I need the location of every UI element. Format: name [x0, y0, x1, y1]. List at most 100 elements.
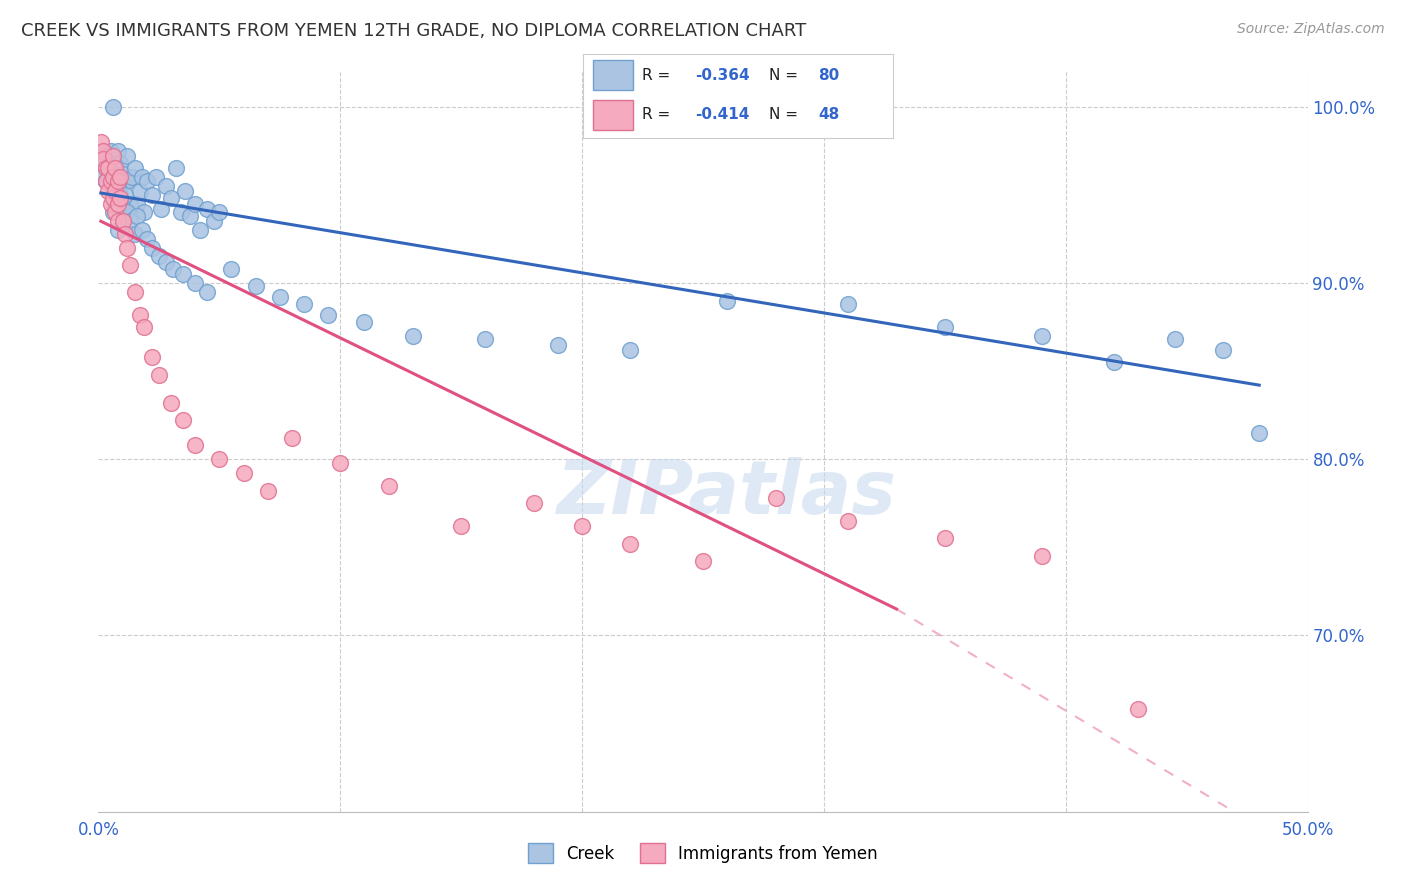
- Point: [353, 315, 375, 329]
- Point: [195, 202, 218, 216]
- Point: [101, 184, 124, 198]
- Point: [692, 554, 714, 568]
- Point: [91, 144, 114, 158]
- Point: [107, 144, 129, 158]
- Point: [450, 519, 472, 533]
- Point: [765, 491, 787, 505]
- Point: [547, 337, 569, 351]
- Point: [117, 241, 139, 255]
- Point: [141, 350, 163, 364]
- Point: [124, 285, 146, 299]
- Point: [127, 209, 149, 223]
- Point: [101, 100, 124, 114]
- Point: [184, 438, 207, 452]
- Point: [174, 184, 197, 198]
- Point: [148, 249, 170, 263]
- Point: [117, 205, 139, 219]
- Text: ZIPatlas: ZIPatlas: [557, 457, 897, 530]
- Point: [316, 308, 339, 322]
- Point: [135, 174, 157, 188]
- Point: [281, 431, 304, 445]
- Point: [97, 184, 120, 198]
- Point: [124, 161, 146, 176]
- Point: [91, 144, 114, 158]
- Point: [837, 297, 859, 311]
- Text: -0.414: -0.414: [695, 107, 749, 122]
- Point: [107, 178, 129, 193]
- Point: [141, 241, 163, 255]
- Point: [94, 174, 117, 188]
- Point: [100, 196, 122, 211]
- Point: [221, 261, 243, 276]
- Point: [128, 308, 150, 322]
- Point: [100, 174, 122, 188]
- Text: Source: ZipAtlas.com: Source: ZipAtlas.com: [1237, 22, 1385, 37]
- Point: [474, 332, 496, 346]
- Text: R =: R =: [643, 107, 675, 122]
- Point: [101, 149, 124, 163]
- Point: [104, 156, 127, 170]
- Point: [97, 161, 120, 176]
- Point: [90, 135, 112, 149]
- Point: [127, 196, 149, 211]
- Point: [111, 196, 134, 211]
- Point: [131, 223, 153, 237]
- Point: [256, 483, 278, 498]
- Point: [232, 467, 254, 481]
- Point: [131, 170, 153, 185]
- Point: [1212, 343, 1234, 357]
- Point: [118, 196, 141, 211]
- Point: [114, 174, 136, 188]
- Point: [101, 170, 124, 185]
- Point: [188, 223, 211, 237]
- Point: [619, 343, 641, 357]
- Point: [150, 202, 173, 216]
- Text: 80: 80: [818, 68, 839, 83]
- Point: [107, 214, 129, 228]
- Point: [245, 279, 267, 293]
- Point: [108, 156, 131, 170]
- Point: [1128, 702, 1150, 716]
- Point: [128, 184, 150, 198]
- Point: [1249, 425, 1271, 440]
- Point: [162, 261, 184, 276]
- Point: [155, 254, 177, 268]
- Point: [208, 452, 231, 467]
- Point: [104, 205, 127, 219]
- Point: [91, 153, 114, 167]
- Point: [117, 149, 139, 163]
- Point: [523, 496, 546, 510]
- Point: [118, 258, 141, 272]
- Point: [172, 267, 194, 281]
- Point: [111, 214, 134, 228]
- Point: [1031, 549, 1053, 563]
- Point: [101, 191, 124, 205]
- Point: [94, 161, 117, 176]
- Point: [97, 161, 120, 176]
- Point: [172, 413, 194, 427]
- Point: [184, 276, 207, 290]
- Point: [1031, 328, 1053, 343]
- Point: [141, 187, 163, 202]
- Point: [94, 153, 117, 167]
- Point: [134, 320, 156, 334]
- Point: [716, 293, 738, 308]
- Point: [179, 209, 201, 223]
- Point: [195, 285, 218, 299]
- Point: [135, 232, 157, 246]
- Point: [121, 170, 143, 185]
- Point: [104, 184, 127, 198]
- Point: [184, 196, 207, 211]
- Point: [104, 174, 127, 188]
- Point: [619, 537, 641, 551]
- Point: [100, 174, 122, 188]
- Point: [104, 196, 127, 211]
- Point: [208, 205, 231, 219]
- Point: [155, 178, 177, 193]
- Point: [329, 456, 352, 470]
- Point: [292, 297, 315, 311]
- Text: N =: N =: [769, 107, 803, 122]
- Point: [377, 478, 399, 492]
- Point: [118, 214, 141, 228]
- Point: [160, 191, 183, 205]
